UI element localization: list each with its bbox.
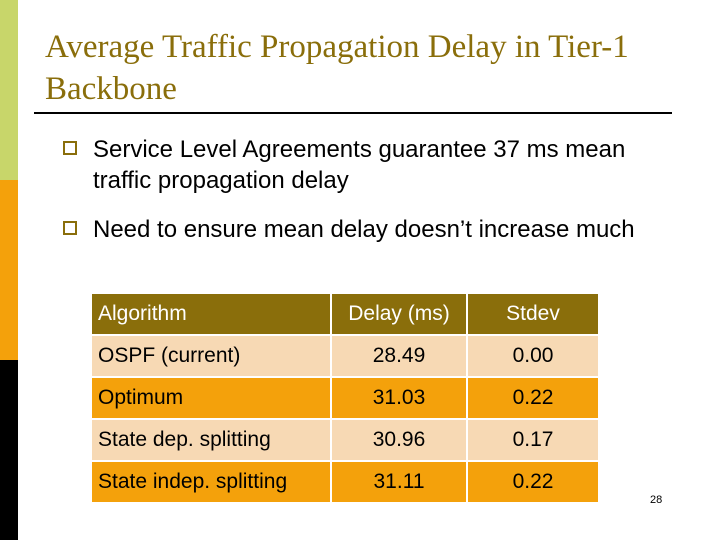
decor-band-black bbox=[0, 360, 18, 540]
bullet-text: Need to ensure mean delay doesn’t increa… bbox=[93, 216, 635, 243]
table-row: State indep. splitting 31.11 0.22 bbox=[90, 460, 600, 504]
slide-title: Average Traffic Propagation Delay in Tie… bbox=[45, 29, 629, 107]
delay-cell: 30.96 bbox=[330, 418, 468, 462]
column-header-delay: Delay (ms) bbox=[330, 292, 468, 336]
delay-cell: 28.49 bbox=[330, 334, 468, 378]
bullet-item: Service Level Agreements guarantee 37 ms… bbox=[63, 134, 663, 196]
stdev-cell: 0.22 bbox=[466, 376, 600, 420]
decor-band-orange bbox=[0, 180, 18, 360]
square-bullet-icon bbox=[63, 141, 77, 155]
table-row: Optimum 31.03 0.22 bbox=[90, 376, 600, 420]
algorithm-cell: State dep. splitting bbox=[90, 418, 332, 462]
bullet-text: Service Level Agreements guarantee 37 ms… bbox=[93, 136, 626, 194]
stdev-cell: 0.17 bbox=[466, 418, 600, 462]
table-row: OSPF (current) 28.49 0.00 bbox=[90, 334, 600, 378]
delay-cell: 31.11 bbox=[330, 460, 468, 504]
table-row: State dep. splitting 30.96 0.17 bbox=[90, 418, 600, 462]
delay-cell: 31.03 bbox=[330, 376, 468, 420]
title-divider bbox=[34, 112, 672, 114]
bullet-item: Need to ensure mean delay doesn’t increa… bbox=[63, 214, 663, 245]
decor-band-green bbox=[0, 0, 18, 180]
column-header-algorithm: Algorithm bbox=[90, 292, 332, 336]
algorithm-cell: Optimum bbox=[90, 376, 332, 420]
page-number: 28 bbox=[650, 494, 663, 506]
stdev-cell: 0.00 bbox=[466, 334, 600, 378]
stdev-cell: 0.22 bbox=[466, 460, 600, 504]
delay-table: Algorithm Delay (ms) Stdev OSPF (current… bbox=[90, 292, 600, 504]
square-bullet-icon bbox=[63, 221, 77, 235]
table-header-row: Algorithm Delay (ms) Stdev bbox=[90, 292, 600, 336]
algorithm-cell: State indep. splitting bbox=[90, 460, 332, 504]
column-header-stdev: Stdev bbox=[466, 292, 600, 336]
algorithm-cell: OSPF (current) bbox=[90, 334, 332, 378]
